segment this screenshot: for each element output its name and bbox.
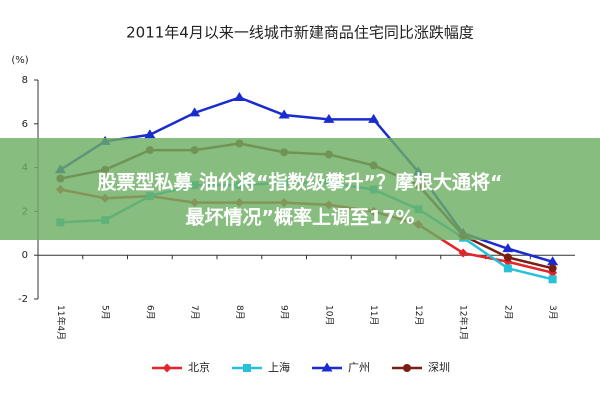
- x-tick-label: 12月: [413, 305, 424, 325]
- x-tick-label: 8月: [234, 305, 245, 320]
- marker: [548, 275, 557, 284]
- x-tick-label: 7月: [189, 305, 200, 320]
- legend: 北京 上海 广州 深圳: [152, 360, 450, 374]
- y-tick-label: -2: [18, 294, 28, 305]
- marker: [503, 264, 512, 273]
- y-tick-label: 6: [22, 119, 28, 130]
- banner-text: 股票型私募 油价将“指数级攀升”？摩根大通将“: [97, 171, 502, 194]
- banner-background: [0, 138, 600, 240]
- banner-text: 最坏情况”概率上调至17%: [186, 206, 415, 229]
- marker: [458, 248, 468, 258]
- legend-label: 上海: [268, 360, 290, 374]
- marker: [278, 109, 290, 119]
- x-tick-label: 3月: [547, 305, 558, 320]
- marker: [503, 253, 512, 262]
- y-axis-label: (%): [11, 55, 28, 66]
- chart-title: 2011年4月以来一线城市新建商品住宅同比涨跌幅度: [126, 24, 474, 42]
- marker: [548, 264, 557, 273]
- x-tick-label: 11年4月: [55, 305, 67, 340]
- x-tick-label: 9月: [279, 305, 290, 320]
- x-tick-label: 11月: [368, 305, 379, 325]
- marker: [547, 256, 559, 266]
- marker: [144, 129, 156, 139]
- legend-label: 深圳: [428, 361, 450, 374]
- y-tick-label: 8: [22, 75, 28, 86]
- marker: [502, 243, 514, 253]
- marker: [368, 113, 380, 123]
- marker: [403, 364, 411, 372]
- x-tick-label: 6月: [144, 305, 155, 320]
- x-tick-label: 5月: [100, 305, 111, 320]
- marker: [233, 92, 245, 102]
- marker: [162, 363, 172, 373]
- marker: [323, 113, 335, 123]
- marker: [189, 107, 201, 117]
- x-tick-label: 2月: [502, 305, 513, 320]
- legend-label: 北京: [188, 360, 210, 374]
- x-tick-label: 10月: [323, 305, 334, 325]
- marker: [243, 364, 251, 372]
- x-tick-label: 12年1月: [458, 305, 470, 340]
- marker: [321, 362, 333, 372]
- y-tick-label: 0: [22, 250, 28, 261]
- legend-label: 广州: [348, 361, 370, 374]
